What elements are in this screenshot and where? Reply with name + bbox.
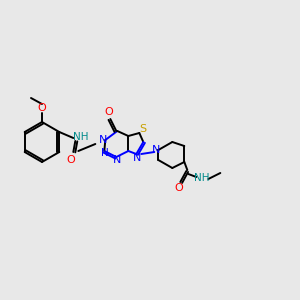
Text: O: O bbox=[174, 183, 183, 193]
Text: N: N bbox=[113, 155, 122, 165]
Text: O: O bbox=[38, 103, 46, 113]
Text: N: N bbox=[133, 153, 142, 163]
Text: O: O bbox=[66, 155, 75, 165]
Text: O: O bbox=[104, 107, 113, 117]
Text: N: N bbox=[101, 148, 109, 158]
Text: S: S bbox=[139, 124, 146, 134]
Text: N: N bbox=[152, 145, 160, 155]
Text: NH: NH bbox=[194, 173, 209, 183]
Text: NH: NH bbox=[73, 132, 88, 142]
Text: N: N bbox=[99, 135, 107, 145]
